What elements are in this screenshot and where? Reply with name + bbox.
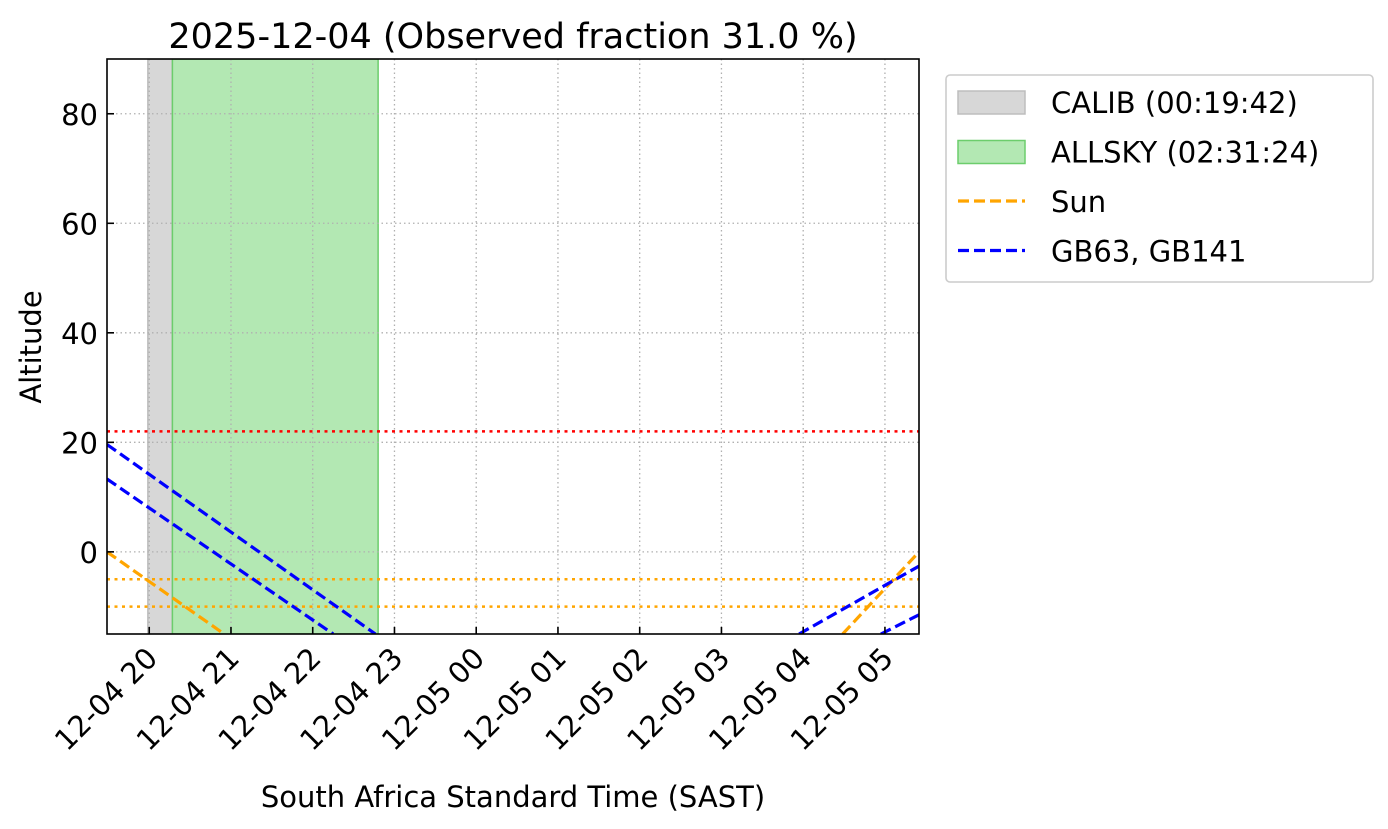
span-0 xyxy=(147,59,174,634)
series-0-segment-0 xyxy=(107,550,226,634)
series-1-segment-1 xyxy=(107,477,335,634)
chart-title: 2025-12-04 (Observed fraction 31.0 %) xyxy=(168,17,857,57)
series-1-segment-3 xyxy=(880,613,919,634)
legend-label-0: CALIB (00:19:42) xyxy=(1051,86,1298,120)
plot-frame xyxy=(106,58,920,635)
series-0-segment-1 xyxy=(841,550,919,634)
spans xyxy=(147,59,379,634)
y-tick-label-0: 0 xyxy=(80,536,98,570)
legend-swatch-0 xyxy=(957,90,1026,115)
series-1-segment-2 xyxy=(798,564,919,634)
legend-swatch-1 xyxy=(957,139,1026,165)
x-axis-label: South Africa Standard Time (SAST) xyxy=(261,780,765,814)
legend: CALIB (00:19:42) ALLSKY (02:31:24) Sun GB63… xyxy=(945,74,1374,283)
legend-label-2: Sun xyxy=(1051,185,1106,219)
series-1-segment-0 xyxy=(107,443,377,634)
y-tick-label-2: 40 xyxy=(61,317,98,351)
y-tick-label-4: 80 xyxy=(61,98,98,132)
legend-label-1: ALLSKY (02:31:24) xyxy=(1051,136,1319,170)
span-1 xyxy=(171,59,379,634)
threshold-lines xyxy=(107,430,919,608)
grid xyxy=(107,59,919,634)
series-lines xyxy=(107,443,919,634)
legend-label-3: GB63, GB141 xyxy=(1051,235,1246,269)
y-axis-label: Altitude xyxy=(14,290,48,403)
legend-frame xyxy=(945,74,1374,283)
y-tick-label-3: 60 xyxy=(61,207,98,241)
y-tick-label-1: 20 xyxy=(61,426,98,460)
